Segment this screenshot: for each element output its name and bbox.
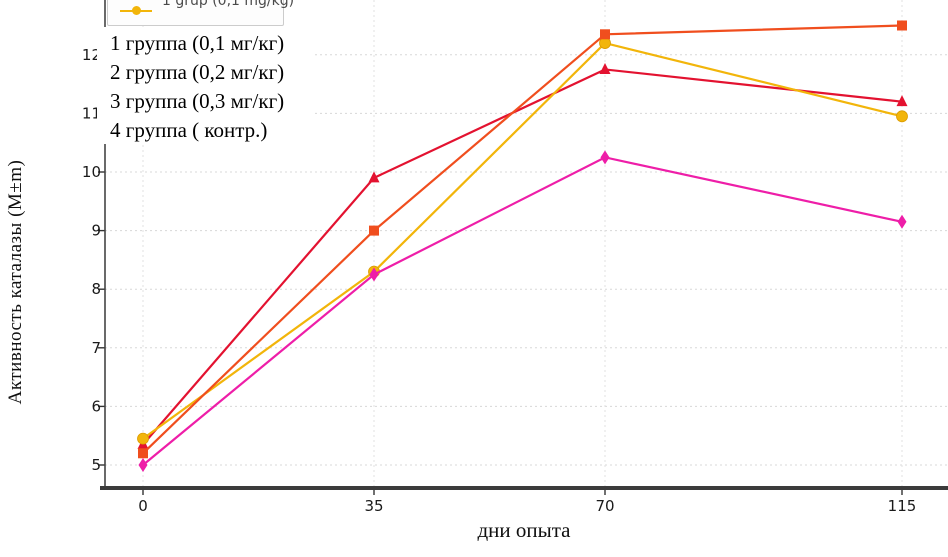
svg-text:11: 11: [82, 104, 101, 122]
series-legend-overlay: 1 группа (0,1 мг/кг) 2 группа (0,2 мг/кг…: [97, 27, 314, 144]
svg-text:35: 35: [364, 497, 383, 515]
legend-series-dot-icon: [132, 6, 141, 15]
legend-line-group2: 2 группа (0,2 мг/кг): [110, 60, 285, 84]
legend-line-group4: 4 группа ( контр.): [110, 118, 268, 142]
legend-entry-label: 1 grup (0,1 mg/kg): [162, 0, 295, 9]
svg-text:8: 8: [91, 280, 101, 298]
svg-text:12: 12: [82, 46, 101, 64]
svg-text:10: 10: [82, 163, 101, 181]
svg-text:9: 9: [91, 222, 101, 240]
svg-text:70: 70: [595, 497, 614, 515]
svg-text:6: 6: [91, 397, 101, 415]
legend-box-clipped: 1 grup (0,1 mg/kg): [107, 0, 294, 26]
svg-text:0: 0: [138, 497, 148, 515]
y-axis-label: Активность каталазы (М±m): [5, 159, 26, 405]
svg-text:7: 7: [91, 339, 101, 357]
x-axis-label: дни опыта: [477, 518, 571, 542]
svg-text:115: 115: [888, 497, 917, 515]
svg-text:5: 5: [91, 456, 101, 474]
legend-line-group3: 3 группа (0,3 мг/кг): [110, 89, 285, 113]
legend-line-group1: 1 группа (0,1 мг/кг): [110, 31, 285, 55]
